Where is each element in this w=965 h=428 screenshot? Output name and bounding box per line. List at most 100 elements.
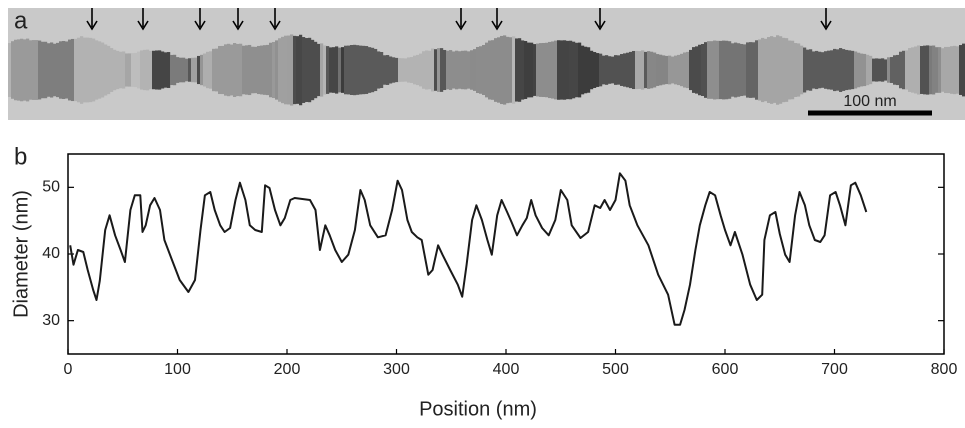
- wire-slice: [251, 46, 255, 94]
- arrow-head: [137, 20, 149, 31]
- wire-slice: [170, 54, 174, 86]
- wire-slice: [161, 51, 165, 89]
- wire-slice: [428, 50, 432, 90]
- wire-slice: [593, 52, 597, 88]
- wire-slice: [536, 43, 540, 97]
- wire-slice: [236, 43, 240, 97]
- wire-slice: [26, 38, 30, 102]
- wire-slice: [863, 53, 867, 87]
- wire-slice: [677, 54, 681, 86]
- wire-slice: [737, 43, 741, 97]
- wire-slice: [779, 36, 783, 104]
- wire-slice: [884, 59, 888, 81]
- arrow-head: [194, 20, 206, 31]
- x-tick-label: 700: [821, 361, 848, 378]
- wire-slice: [509, 37, 513, 103]
- wire-slice: [908, 48, 912, 92]
- wire-slice: [557, 40, 561, 100]
- wire-slice: [11, 41, 15, 99]
- wire-slice: [275, 40, 279, 100]
- wire-slice: [638, 51, 642, 89]
- wire-slice: [758, 39, 762, 101]
- wire-slice: [128, 53, 132, 87]
- panel-label: a: [14, 7, 28, 34]
- arrow-head: [232, 20, 244, 31]
- wire-slice: [803, 47, 807, 93]
- wire-slice: [611, 56, 615, 84]
- wire-slice: [641, 50, 645, 90]
- wire-slice: [920, 46, 924, 94]
- wire-slice: [956, 46, 960, 94]
- wire-slice: [650, 51, 654, 89]
- wire-slice: [551, 41, 555, 99]
- wire-slice: [707, 41, 711, 99]
- wire-slice: [230, 44, 234, 96]
- wire-slice: [728, 41, 732, 99]
- wire-slice: [755, 40, 759, 100]
- wire-slice: [380, 51, 384, 89]
- wire-slice: [875, 58, 879, 82]
- wire-slice: [581, 45, 585, 95]
- wire-slice: [395, 57, 399, 83]
- wire-slice: [791, 40, 795, 100]
- wire-slice: [140, 50, 144, 90]
- wire-slice: [137, 51, 141, 89]
- wire-slice: [623, 53, 627, 87]
- wire-slice: [668, 55, 672, 85]
- wire-slice: [674, 55, 678, 85]
- wire-slice: [764, 38, 768, 102]
- wire-slice: [56, 42, 60, 98]
- wire-slice: [167, 52, 171, 88]
- wire-slice: [722, 40, 726, 100]
- wire-slice: [854, 51, 858, 89]
- wire-slice: [806, 49, 810, 91]
- wire-slice: [32, 40, 36, 100]
- wire-slice: [734, 42, 738, 98]
- wire-slice: [491, 40, 495, 100]
- wire-slice: [374, 48, 378, 92]
- wire-slice: [524, 41, 528, 99]
- wire-slice: [467, 51, 471, 89]
- wire-slice: [869, 55, 873, 85]
- wire-slice: [731, 43, 735, 97]
- wire-slice: [425, 50, 429, 90]
- wire-slice: [527, 42, 531, 98]
- arrow-head: [455, 20, 467, 31]
- wire-slice: [494, 38, 498, 102]
- wire-slice: [242, 45, 246, 95]
- wire-slice: [887, 57, 891, 83]
- wire-slice: [773, 37, 777, 103]
- wire-slice: [383, 55, 387, 85]
- wire-slice: [695, 46, 699, 94]
- wire-slice: [596, 53, 600, 87]
- wire-slice: [323, 45, 327, 95]
- arrow-head: [269, 20, 281, 31]
- wire-slice: [815, 50, 819, 90]
- wire-slice: [776, 35, 780, 105]
- wire-slice: [785, 38, 789, 102]
- wire-slice: [605, 55, 609, 85]
- wire-slice: [203, 53, 207, 87]
- wire-slice: [539, 43, 543, 97]
- wire-slice: [893, 55, 897, 85]
- x-tick-label: 0: [64, 361, 73, 378]
- wire-slice: [857, 52, 861, 88]
- wire-slice: [287, 35, 291, 105]
- y-tick-label: 40: [42, 245, 60, 262]
- wire-slice: [626, 52, 630, 88]
- wire-slice: [635, 50, 639, 90]
- wire-slice: [92, 38, 96, 102]
- wire-slice: [284, 35, 288, 105]
- wire-slice: [29, 40, 33, 100]
- wire-slice: [107, 45, 111, 95]
- wire-slice: [338, 47, 342, 93]
- wire-slice: [59, 41, 63, 99]
- wire-slice: [503, 35, 507, 105]
- wire-slice: [827, 50, 831, 90]
- wire-slice: [914, 46, 918, 94]
- wire-slice: [335, 46, 339, 94]
- wire-slice: [851, 50, 855, 90]
- wire-slice: [647, 51, 651, 89]
- wire-slice: [248, 44, 252, 96]
